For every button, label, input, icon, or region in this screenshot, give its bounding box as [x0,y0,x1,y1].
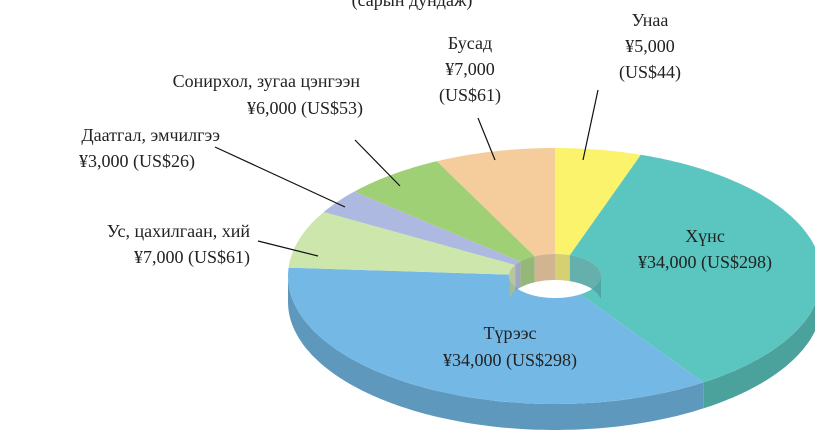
slice-side [703,305,815,409]
slice-name: Ус, цахилгаан, хий [107,221,250,241]
slice [569,154,815,383]
leader-line [582,89,599,161]
chart-title: (сарын дундаж) [352,0,473,11]
slice-name: Хүнс [685,226,725,246]
value-label: ¥5,000 (US$44) [619,36,681,83]
hole-wall [520,256,535,288]
leader-line [214,146,346,208]
value-label: ¥6,000 (US$53) [247,98,363,119]
slice [555,148,641,256]
slice-side [288,276,704,430]
leader-line [257,240,319,257]
slice [436,148,555,257]
slice-name: Түрээс [484,323,537,343]
slice [288,267,704,404]
slice [288,212,516,275]
slice-name: Бусад [448,33,492,53]
slice-name: Даатгал, эмчилгээ [81,125,220,145]
leader-line [477,117,496,161]
leader-line [354,139,401,187]
slice-name: Сонирхол, зугаа цэнгээн [173,71,361,91]
value-label: ¥7,000 (US$61) [439,59,501,106]
slice-name: Унаа [632,10,669,30]
hole-wall [555,254,570,282]
hole-wall [509,265,516,298]
value-label: ¥3,000 (US$26) [79,151,195,172]
hole-wall [515,261,521,291]
value-label: ¥7,000 (US$61) [134,247,250,268]
slice [323,191,521,265]
value-label: ¥34,000 (US$298) [638,252,772,273]
hole-wall [569,255,601,298]
value-label: ¥34,000 (US$298) [443,350,577,371]
slice [354,161,535,262]
hole-wall [534,254,555,283]
